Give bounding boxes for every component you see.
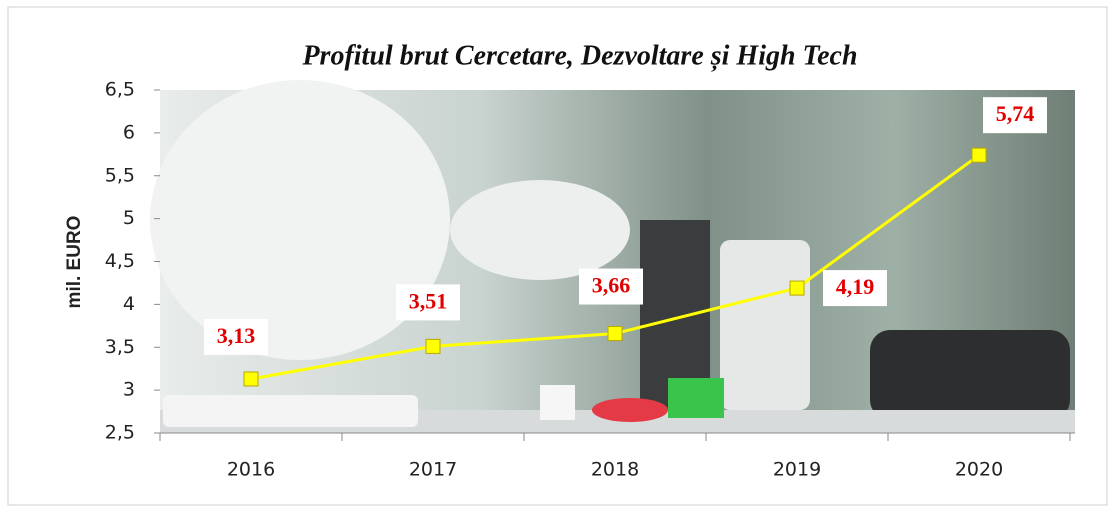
data-point bbox=[243, 371, 259, 387]
y-tick-label: 6 bbox=[123, 121, 135, 143]
value-label: 3,13 bbox=[217, 323, 256, 348]
value-label-box bbox=[579, 268, 643, 305]
value-label-box bbox=[823, 270, 887, 307]
y-tick-label: 3 bbox=[123, 379, 135, 401]
y-tick-label: 5,5 bbox=[105, 164, 135, 186]
y-tick-label: 6,5 bbox=[105, 79, 135, 101]
x-tick-label: 2017 bbox=[409, 459, 457, 481]
x-tick-label: 2019 bbox=[773, 459, 821, 481]
y-tick-label: 4 bbox=[123, 293, 135, 315]
chart-title: Profitul brut Cercetare, Dezvoltare și H… bbox=[301, 40, 857, 71]
y-tick-label: 5 bbox=[123, 207, 135, 229]
data-point bbox=[425, 338, 441, 354]
value-label: 3,51 bbox=[409, 288, 448, 313]
background-photo bbox=[150, 80, 1075, 433]
y-tick-label: 3,5 bbox=[105, 336, 135, 358]
y-axis-label: mil. EURO bbox=[64, 216, 85, 309]
value-label: 4,19 bbox=[836, 274, 875, 299]
x-tick-label: 2018 bbox=[591, 459, 639, 481]
value-label-box bbox=[396, 284, 460, 321]
value-label-box bbox=[983, 97, 1047, 134]
x-tick-label: 2016 bbox=[227, 459, 275, 481]
value-label: 5,74 bbox=[996, 101, 1035, 126]
y-tick-label: 2,5 bbox=[105, 422, 135, 444]
data-point bbox=[971, 147, 987, 163]
frame bbox=[7, 6, 1108, 506]
value-label: 3,66 bbox=[592, 273, 631, 298]
value-label-box bbox=[204, 318, 268, 355]
y-tick-label: 4,5 bbox=[105, 250, 135, 272]
data-point bbox=[789, 280, 805, 296]
x-tick-label: 2020 bbox=[955, 459, 1003, 481]
data-point bbox=[607, 326, 623, 342]
